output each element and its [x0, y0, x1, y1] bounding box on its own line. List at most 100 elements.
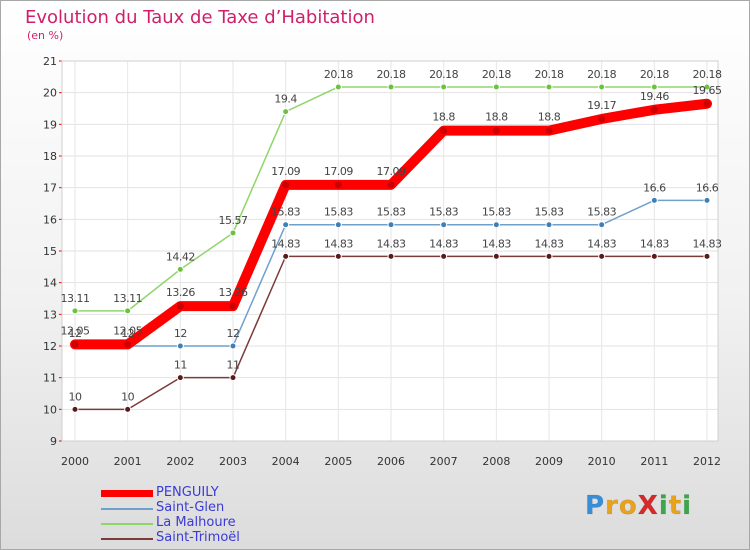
data-label-penguily: 18.8 [432, 111, 455, 124]
data-label-la-malhoure: 20.18 [377, 68, 406, 81]
data-label-la-malhoure: 20.18 [429, 68, 458, 81]
data-label-la-malhoure: 14.42 [166, 250, 195, 263]
data-point-saint-glen [229, 342, 237, 350]
data-label-saint-glen: 15.83 [482, 206, 511, 219]
legend-swatch-la-malhoure [101, 523, 153, 525]
data-label-saint-trimo-l: 14.83 [587, 237, 616, 250]
y-tick-label: 13 [43, 308, 57, 321]
data-label-la-malhoure: 20.18 [693, 68, 722, 81]
y-tick-label: 16 [43, 213, 57, 226]
data-label-penguily: 12.05 [61, 324, 90, 337]
data-point-la-malhoure [598, 83, 606, 91]
data-point-saint-glen [387, 221, 395, 229]
data-label-la-malhoure: 20.18 [640, 68, 669, 81]
x-tick-label: 2011 [640, 455, 668, 468]
data-label-saint-glen: 16.6 [696, 181, 719, 194]
data-point-penguily [649, 105, 659, 115]
y-tick-label: 17 [43, 182, 57, 195]
plot-border [61, 60, 719, 442]
data-point-saint-glen [440, 221, 448, 229]
data-label-saint-trimo-l: 14.83 [640, 237, 669, 250]
data-point-saint-trimo-l [71, 405, 79, 413]
legend-label: PENGUILY [156, 485, 219, 500]
data-point-la-malhoure [282, 108, 290, 116]
x-tick-label: 2004 [272, 455, 300, 468]
data-point-saint-trimo-l [387, 252, 395, 260]
data-label-la-malhoure: 13.11 [61, 292, 90, 305]
legend-swatch-penguily [101, 490, 153, 497]
data-point-penguily [439, 126, 449, 136]
data-label-penguily: 19.17 [587, 99, 616, 112]
data-point-saint-glen [282, 221, 290, 229]
y-tick-label: 12 [43, 340, 57, 353]
y-tick-label: 10 [43, 403, 57, 416]
data-label-saint-trimo-l: 14.83 [271, 237, 300, 250]
x-tick-label: 2003 [219, 455, 247, 468]
y-tick-label: 9 [50, 435, 57, 448]
data-point-penguily [70, 339, 80, 349]
legend-label: Saint-Glen [156, 500, 225, 515]
data-point-la-malhoure [440, 83, 448, 91]
chart-title: Evolution du Taux de Taxe d’Habitation [25, 7, 375, 28]
data-point-saint-glen [598, 221, 606, 229]
data-point-saint-trimo-l [124, 405, 132, 413]
data-point-penguily [597, 114, 607, 124]
y-tick-label: 15 [43, 245, 57, 258]
logo-letter: r [605, 491, 619, 522]
data-point-la-malhoure [71, 307, 79, 315]
data-label-saint-trimo-l: 14.83 [324, 237, 353, 250]
data-point-penguily [491, 126, 501, 136]
x-tick-label: 2005 [324, 455, 352, 468]
logo-letter: i [658, 491, 669, 522]
data-point-penguily [333, 180, 343, 190]
y-tick-label: 20 [43, 87, 57, 100]
data-point-penguily [544, 126, 554, 136]
data-label-saint-glen: 15.83 [587, 206, 616, 219]
x-tick-label: 2008 [482, 455, 510, 468]
data-point-saint-glen [703, 196, 711, 204]
data-label-penguily: 19.46 [640, 90, 669, 103]
data-point-penguily [386, 180, 396, 190]
data-point-la-malhoure [492, 83, 500, 91]
legend-swatch-saint-trimoel [101, 538, 153, 540]
data-label-saint-glen: 15.83 [377, 206, 406, 219]
data-label-saint-trimo-l: 14.83 [377, 237, 406, 250]
data-label-saint-trimo-l: 14.83 [429, 237, 458, 250]
data-label-la-malhoure: 20.18 [482, 68, 511, 81]
data-point-la-malhoure [229, 229, 237, 237]
data-point-saint-trimo-l [176, 374, 184, 382]
data-point-saint-trimo-l [545, 252, 553, 260]
data-label-la-malhoure: 20.18 [587, 68, 616, 81]
legend-swatch-saint-glen [101, 508, 153, 510]
data-point-penguily [175, 301, 185, 311]
data-label-saint-trimo-l: 10 [121, 390, 134, 403]
data-label-penguily: 13.26 [219, 286, 248, 299]
data-point-la-malhoure [124, 307, 132, 315]
data-label-saint-trimo-l: 14.83 [693, 237, 722, 250]
data-point-la-malhoure [703, 83, 711, 91]
data-label-la-malhoure: 20.18 [535, 68, 564, 81]
legend-label: La Malhoure [156, 515, 236, 530]
x-tick-label: 2012 [693, 455, 721, 468]
logo-letter: o [618, 491, 638, 522]
data-point-penguily [281, 180, 291, 190]
data-label-penguily: 12.05 [113, 324, 142, 337]
data-point-la-malhoure [176, 265, 184, 273]
data-point-saint-trimo-l [282, 252, 290, 260]
data-point-saint-glen [492, 221, 500, 229]
data-label-la-malhoure: 20.18 [324, 68, 353, 81]
data-point-saint-trimo-l [229, 374, 237, 382]
data-point-saint-trimo-l [598, 252, 606, 260]
data-point-saint-glen [334, 221, 342, 229]
y-tick-label: 19 [43, 118, 57, 131]
x-tick-label: 2006 [377, 455, 405, 468]
data-point-saint-glen [176, 342, 184, 350]
data-point-la-malhoure [387, 83, 395, 91]
data-label-la-malhoure: 19.4 [274, 93, 297, 106]
data-label-la-malhoure: 13.11 [113, 292, 142, 305]
x-tick-label: 2009 [535, 455, 563, 468]
chart-subtitle: (en %) [27, 29, 64, 42]
data-label-saint-glen: 15.83 [429, 206, 458, 219]
data-label-penguily: 17.09 [377, 165, 406, 178]
